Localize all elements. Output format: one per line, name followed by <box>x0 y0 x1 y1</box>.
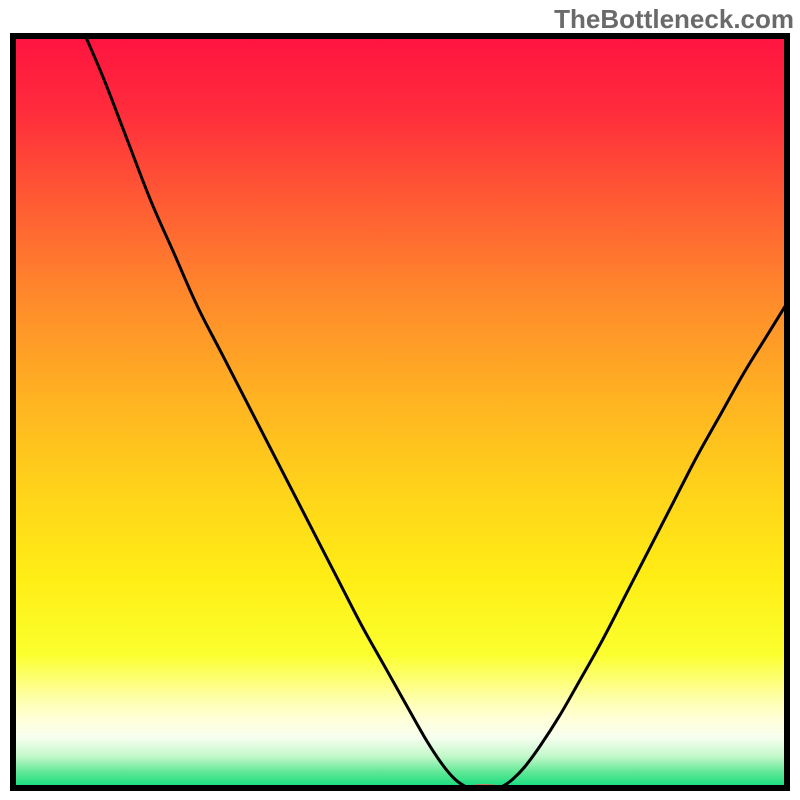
plot-area <box>10 33 790 791</box>
watermark-text: TheBottleneck.com <box>554 4 794 35</box>
curve-layer <box>10 33 790 791</box>
left-branch <box>84 33 472 789</box>
right-branch <box>495 298 790 789</box>
bottleneck-chart: TheBottleneck.com <box>0 0 800 800</box>
